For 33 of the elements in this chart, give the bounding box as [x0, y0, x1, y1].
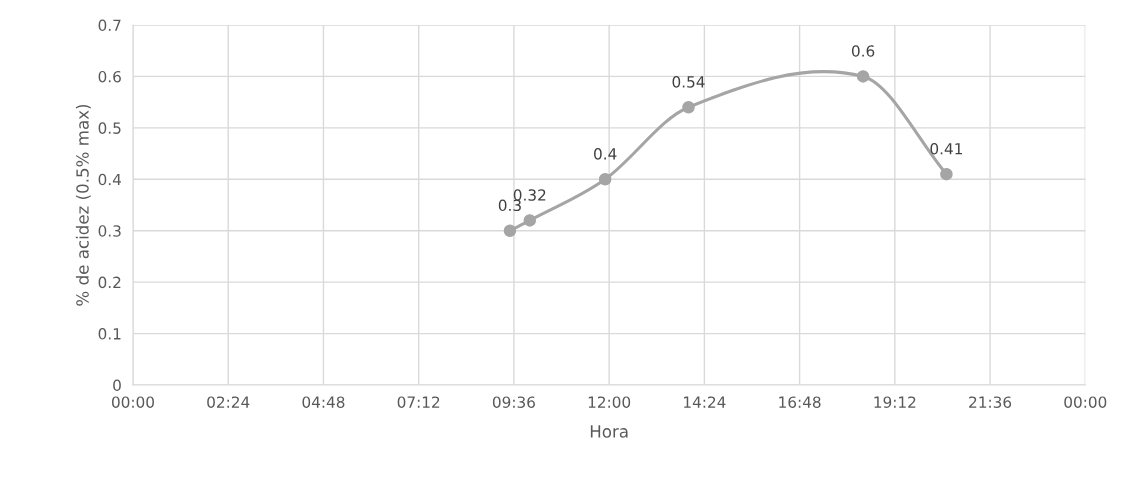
y-tick-label: 0.5	[98, 122, 121, 134]
x-tick-label: 14:24	[684, 396, 726, 408]
data-label: 0.3	[498, 199, 521, 212]
y-tick-label: 0.2	[98, 276, 121, 289]
x-tick-label: 09:36	[492, 396, 535, 408]
x-tick-label: 12:00	[588, 396, 631, 408]
point	[682, 101, 695, 114]
point	[856, 70, 870, 83]
x-tick-label: 00:00	[111, 396, 154, 408]
data-label: 0.4	[594, 148, 617, 160]
x-tick-label: 04:48	[302, 396, 345, 408]
x-tick-label: 02:24	[207, 396, 250, 408]
y-tick-label: 0.3	[98, 225, 121, 237]
y-axis-title: % de acidez (0.5% max)	[75, 104, 91, 306]
y-tick-label: 0.7	[98, 19, 121, 32]
point	[523, 214, 537, 227]
x-tick-label: 21:36	[969, 396, 1012, 408]
data-label: 0.54	[672, 76, 705, 88]
y-tick-label: 0.6	[98, 70, 121, 83]
y-tick-label: 0.1	[98, 328, 121, 340]
x-axis-title: Hora	[590, 425, 628, 438]
x-tick-label: 16:48	[779, 396, 821, 408]
data-label: 0.32	[513, 189, 546, 201]
data-label: 0.6	[851, 45, 875, 57]
point	[940, 167, 953, 181]
point	[598, 173, 612, 186]
data-label: 0.41	[930, 142, 963, 155]
x-tick-label: 07:12	[397, 396, 440, 408]
x-tick-label: 00:00	[1064, 396, 1107, 408]
y-tick-label: 0.4	[98, 173, 122, 186]
point	[503, 224, 517, 237]
x-tick-label: 19:12	[874, 396, 916, 408]
y-tick-label: 0	[113, 379, 121, 392]
